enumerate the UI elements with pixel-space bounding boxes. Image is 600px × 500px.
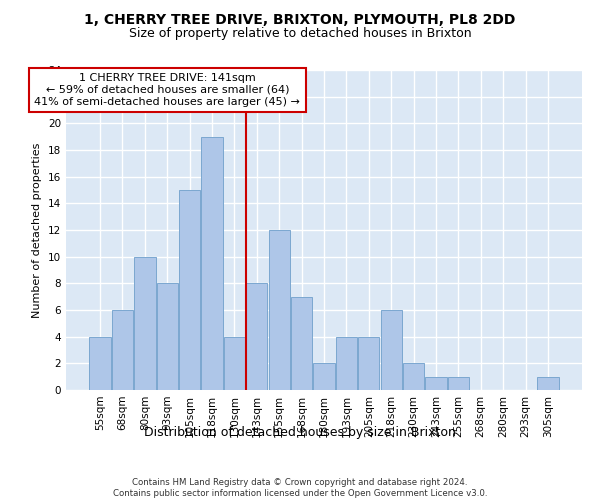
Bar [246, 284, 268, 390]
Bar [89, 336, 111, 390]
Text: 1 CHERRY TREE DRIVE: 141sqm
← 59% of detached houses are smaller (64)
41% of sem: 1 CHERRY TREE DRIVE: 141sqm ← 59% of det… [34, 74, 300, 106]
Y-axis label: Number of detached properties: Number of detached properties [32, 142, 43, 318]
Bar [134, 256, 155, 390]
Bar [202, 136, 223, 390]
Bar [336, 336, 357, 390]
Bar [313, 364, 335, 390]
Bar [157, 284, 178, 390]
Bar [425, 376, 446, 390]
Bar [179, 190, 200, 390]
Bar [448, 376, 469, 390]
Text: 1, CHERRY TREE DRIVE, BRIXTON, PLYMOUTH, PL8 2DD: 1, CHERRY TREE DRIVE, BRIXTON, PLYMOUTH,… [85, 12, 515, 26]
Bar [403, 364, 424, 390]
Bar [112, 310, 133, 390]
Bar [358, 336, 379, 390]
Bar [291, 296, 312, 390]
Text: Contains HM Land Registry data © Crown copyright and database right 2024.
Contai: Contains HM Land Registry data © Crown c… [113, 478, 487, 498]
Bar [380, 310, 402, 390]
Bar [269, 230, 290, 390]
Bar [224, 336, 245, 390]
Text: Size of property relative to detached houses in Brixton: Size of property relative to detached ho… [128, 28, 472, 40]
Bar [537, 376, 559, 390]
Text: Distribution of detached houses by size in Brixton: Distribution of detached houses by size … [144, 426, 456, 439]
